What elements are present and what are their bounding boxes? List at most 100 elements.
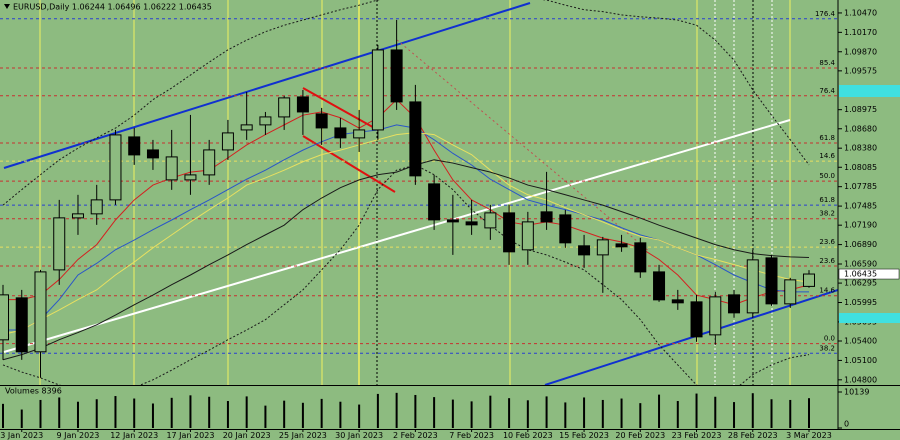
volume-bar bbox=[39, 399, 42, 428]
x-tick-label: 17 Jan 2023 bbox=[166, 431, 214, 440]
volume-bar bbox=[376, 393, 379, 428]
x-tick-label: 12 Jan 2023 bbox=[110, 431, 158, 440]
level-label: 14.6 bbox=[819, 152, 835, 160]
x-tick-label: 15 Feb 2023 bbox=[559, 431, 609, 440]
volume-bar bbox=[451, 399, 454, 428]
candle-body bbox=[765, 257, 778, 305]
price-tag-label: 1.06435 bbox=[844, 270, 877, 279]
channel-line bbox=[302, 135, 396, 193]
volume-tick-label: 0 bbox=[844, 420, 849, 429]
volume-bar bbox=[414, 394, 417, 428]
time-axis: 3 Jan 2023 9 Jan 2023 12 Jan 2023 17 Jan 20… bbox=[0, 430, 832, 440]
volume-bar bbox=[695, 393, 698, 428]
candle-body bbox=[296, 96, 309, 113]
candle-body bbox=[128, 136, 141, 156]
candle-body bbox=[390, 49, 403, 103]
candle-body bbox=[353, 129, 366, 139]
candle-body bbox=[240, 124, 253, 131]
volume-bar bbox=[245, 396, 248, 428]
volume-bar bbox=[114, 396, 117, 428]
volume-tick-label: 10139 bbox=[844, 388, 869, 397]
candle-body bbox=[34, 271, 47, 353]
candle-body bbox=[334, 127, 347, 139]
candle-body bbox=[690, 301, 703, 338]
volume-bar bbox=[264, 405, 267, 428]
candle-body bbox=[221, 132, 234, 151]
candle-body bbox=[728, 294, 741, 314]
volume-bar bbox=[226, 401, 229, 428]
level-label: 176.4 bbox=[815, 10, 836, 18]
indicator-line bbox=[2, 159, 810, 361]
volume-bar bbox=[395, 392, 398, 428]
candle-body bbox=[165, 156, 178, 181]
candle-body bbox=[709, 296, 722, 336]
symbol-icon bbox=[4, 4, 10, 9]
x-tick-label: 7 Feb 2023 bbox=[449, 431, 494, 440]
alert-marker bbox=[839, 85, 900, 97]
x-tick-label: 2 Feb 2023 bbox=[393, 431, 438, 440]
volume-bar bbox=[20, 409, 23, 428]
candle-body bbox=[71, 213, 84, 219]
candle-body bbox=[671, 299, 684, 304]
candle-body bbox=[278, 97, 291, 118]
volume-bar bbox=[620, 398, 623, 428]
candle-body bbox=[540, 211, 553, 223]
trend-line bbox=[3, 119, 791, 353]
y-tick-label: 1.09575 bbox=[844, 66, 877, 75]
x-tick-label: 25 Jan 2023 bbox=[279, 431, 327, 440]
volume-bar bbox=[151, 403, 154, 428]
level-label: 38.2 bbox=[819, 210, 835, 218]
y-tick-label: 1.07190 bbox=[844, 221, 877, 230]
y-tick-label: 1.10470 bbox=[844, 8, 877, 17]
level-label: 61.8 bbox=[819, 134, 835, 142]
volume-bar bbox=[58, 397, 61, 428]
y-tick-label: 1.04800 bbox=[844, 375, 877, 384]
price-pane: 176.4 85.4 76.4 61.8 14.6 50.0 61.8 38.2 23.6 23.… bbox=[0, 0, 838, 385]
candle-body bbox=[371, 49, 384, 131]
x-tick-label: 9 Jan 2023 bbox=[57, 431, 100, 440]
x-tick-label: 3 Jan 2023 bbox=[0, 431, 43, 440]
candle-body bbox=[428, 183, 441, 221]
level-label: 23.6 bbox=[819, 238, 835, 246]
candle-body bbox=[409, 101, 422, 177]
y-tick-label: 1.05400 bbox=[844, 337, 877, 346]
level-label: 23.6 bbox=[819, 257, 835, 265]
y-tick-label: 1.10170 bbox=[844, 28, 877, 37]
volume-bar bbox=[564, 402, 567, 428]
volume-bar bbox=[189, 395, 192, 428]
candle-body bbox=[203, 149, 216, 176]
candle-body bbox=[578, 245, 591, 256]
candle-body bbox=[315, 113, 328, 129]
level-label: 85.4 bbox=[819, 59, 835, 67]
volume-bar bbox=[639, 403, 642, 428]
x-tick-label: 30 Jan 2023 bbox=[335, 431, 383, 440]
channel-line bbox=[302, 87, 379, 131]
volume-bar bbox=[808, 398, 810, 428]
volume-bar bbox=[208, 396, 211, 428]
x-tick-label: 20 Feb 2023 bbox=[615, 431, 665, 440]
x-tick-label: 10 Feb 2023 bbox=[503, 431, 553, 440]
volume-bar bbox=[545, 396, 548, 428]
volume-bar bbox=[2, 403, 4, 428]
candle-body bbox=[109, 134, 122, 201]
candle-body bbox=[465, 221, 478, 226]
level-label: 50.0 bbox=[819, 172, 835, 180]
candle-body bbox=[184, 174, 197, 181]
volume-bar bbox=[526, 400, 529, 428]
x-tick-label: 28 Feb 2023 bbox=[728, 431, 778, 440]
candle-body bbox=[0, 294, 9, 341]
candle-body bbox=[615, 243, 628, 248]
volume-bar bbox=[770, 399, 773, 428]
y-tick-label: 1.08380 bbox=[844, 144, 877, 153]
y-tick-label: 1.08975 bbox=[844, 105, 877, 114]
y-tick-label: 1.08680 bbox=[844, 124, 877, 133]
volume-bar bbox=[433, 397, 436, 428]
volume-bar bbox=[358, 404, 361, 428]
volume-bar bbox=[601, 399, 604, 428]
y-tick-label: 1.07785 bbox=[844, 182, 877, 191]
candle-body bbox=[784, 279, 797, 305]
candle-body bbox=[146, 149, 159, 159]
y-tick-label: 1.06295 bbox=[844, 279, 877, 288]
indicator-line bbox=[2, 132, 810, 336]
